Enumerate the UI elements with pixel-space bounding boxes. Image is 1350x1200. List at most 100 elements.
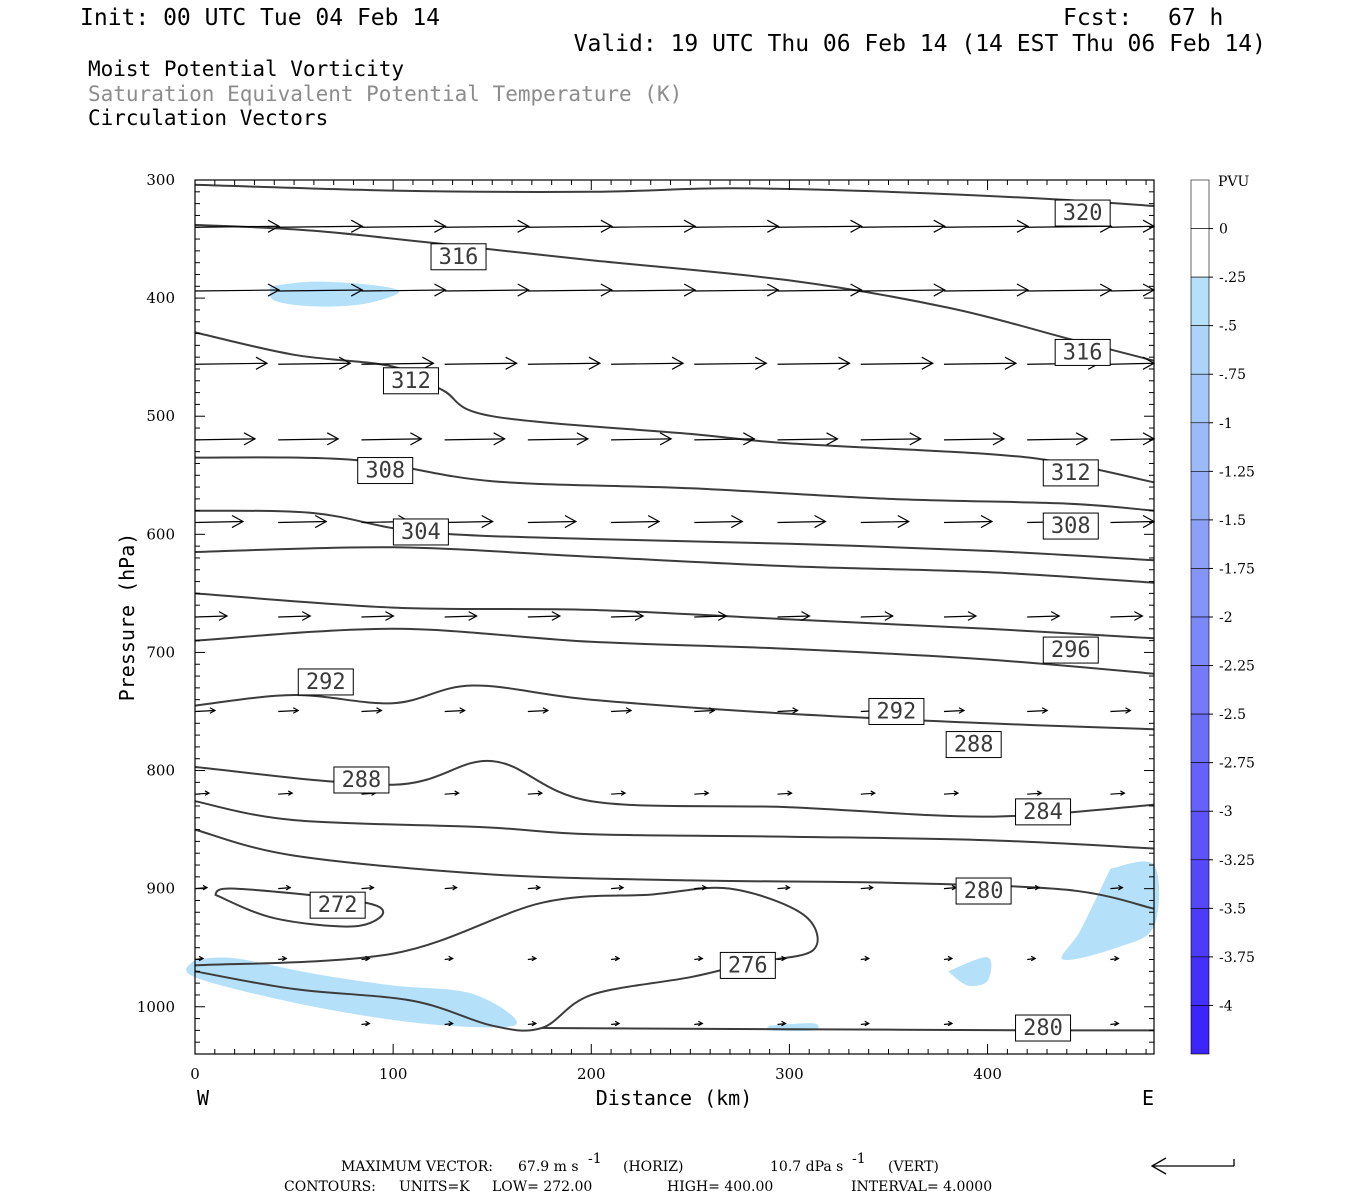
vector-arrow: [527, 1020, 538, 1027]
vector-arrow: [444, 955, 454, 962]
contour-line-280-14: [541, 1027, 1155, 1032]
contour-line-272-13: [214, 887, 385, 928]
svg-text:304: 304: [401, 520, 441, 545]
vector-arrow: [694, 790, 710, 796]
vector-arrow: [361, 611, 395, 621]
y-tick-label: 400: [146, 289, 175, 307]
vector-arrow: [527, 707, 550, 714]
vector-arrow: [1110, 1020, 1120, 1027]
vector-arrow: [860, 283, 946, 297]
colorbar-swatch: [1190, 228, 1210, 278]
colorbar-label: -4: [1219, 998, 1233, 1014]
colorbar-units: PVU: [1218, 174, 1250, 190]
vector-arrow: [1110, 514, 1156, 529]
contour-label: 308: [1042, 512, 1099, 540]
x-tick-label: 400: [973, 1065, 1002, 1083]
colorbar-swatch: [1190, 956, 1210, 1006]
contour-label: 296: [1042, 636, 1099, 664]
colorbar-label: -3.5: [1219, 901, 1246, 917]
vector-arrow: [194, 514, 245, 529]
vector-arrow: [194, 611, 229, 621]
svg-text:280: 280: [964, 879, 1004, 904]
svg-text:312: 312: [391, 369, 431, 394]
vector-arrow: [444, 514, 494, 529]
colorbar-swatch: [1190, 762, 1210, 812]
contours-low: LOW= 272.00: [492, 1179, 592, 1195]
pv-region-3: [947, 957, 992, 987]
contours-high: HIGH= 400.00: [667, 1179, 773, 1195]
axis-ticks: 300 400 500 600 700 800 900 1000 0 100 200 300 400: [137, 171, 1154, 1083]
y-tick-label: 600: [146, 525, 175, 543]
colorbar-swatch: [1190, 471, 1210, 521]
vector-arrow: [527, 884, 542, 891]
x-tick-label: 100: [379, 1065, 408, 1083]
colorbar-label: -1.25: [1219, 464, 1255, 480]
svg-text:316: 316: [1063, 340, 1103, 365]
vector-arrow: [694, 514, 744, 529]
plot-frame: [194, 179, 1155, 1055]
vector-arrow: [1110, 611, 1144, 621]
vector-arrow: [611, 884, 625, 891]
vector-arrow: [860, 432, 922, 446]
svg-text:292: 292: [877, 699, 917, 724]
vector-arrow: [611, 432, 673, 446]
colorbar-label: -2.25: [1219, 659, 1255, 675]
contour-label: 292: [868, 697, 925, 725]
y-tick-label: 300: [146, 171, 175, 189]
vector-arrow: [194, 356, 269, 370]
vector-arrow: [361, 884, 375, 891]
contour-line-296-7: [194, 627, 1155, 675]
vector-arrow: [1110, 884, 1124, 891]
vector-arrow: [777, 955, 787, 962]
vector-arrow: [860, 611, 894, 621]
vector-arrow: [527, 283, 614, 297]
contour-label: 312: [382, 367, 439, 395]
colorbar-label: -3.75: [1219, 950, 1255, 966]
svg-text:280: 280: [1023, 1016, 1063, 1041]
contours-units: UNITS=K: [399, 1179, 470, 1195]
max-vector-vert-value: 10.7 dPa s: [770, 1159, 843, 1175]
contour-label: 316: [1054, 338, 1111, 366]
vector-arrow: [777, 283, 863, 297]
y-tick-label: 800: [146, 762, 175, 780]
field-title-mpv: Moist Potential Vorticity: [88, 57, 404, 81]
pv-fill-layer: [186, 281, 1160, 1032]
vector-arrow: [361, 432, 423, 446]
svg-text:320: 320: [1063, 201, 1103, 226]
vector-arrow: [611, 955, 621, 962]
vector-arrow: [611, 514, 661, 529]
vector-arrow: [1027, 884, 1041, 891]
colorbar-swatch: [1190, 713, 1210, 763]
vector-arrow: [777, 514, 827, 529]
x-tick-label: 200: [577, 1065, 606, 1083]
vector-arrow: [1027, 283, 1113, 297]
colorbar-swatch: [1190, 665, 1210, 715]
vector-arrow: [278, 611, 312, 621]
vector-arrow: [361, 356, 435, 370]
vector-arrow: [278, 432, 340, 446]
contour-line-284-10: [194, 800, 1155, 850]
max-vector-horiz-tag: (HORIZ): [623, 1159, 683, 1175]
contour-label: 288: [333, 766, 390, 794]
contour-line-unlabeled-6: [194, 592, 1155, 640]
vector-arrow: [1027, 707, 1049, 714]
vector-arrow: [361, 707, 383, 714]
svg-text:284: 284: [1023, 800, 1063, 825]
vector-arrow: [611, 611, 645, 621]
vector-arrow: [527, 432, 590, 446]
colorbar-label: -1.75: [1219, 561, 1255, 577]
vector-arrow: [611, 356, 685, 370]
vector-arrow: [194, 790, 211, 796]
vector-arrow: [694, 283, 780, 297]
contour-label: 280: [955, 877, 1012, 905]
vector-arrow: [777, 356, 851, 370]
vector-arrow: [860, 884, 874, 891]
vector-arrow: [444, 884, 458, 891]
vector-arrow: [611, 790, 627, 796]
vector-arrow: [278, 884, 292, 891]
colorbar-swatch: [1190, 373, 1210, 424]
max-vector-horiz-exp: -1: [588, 1151, 602, 1167]
vector-arrow: [278, 219, 364, 233]
vector-arrow: [1027, 611, 1061, 621]
